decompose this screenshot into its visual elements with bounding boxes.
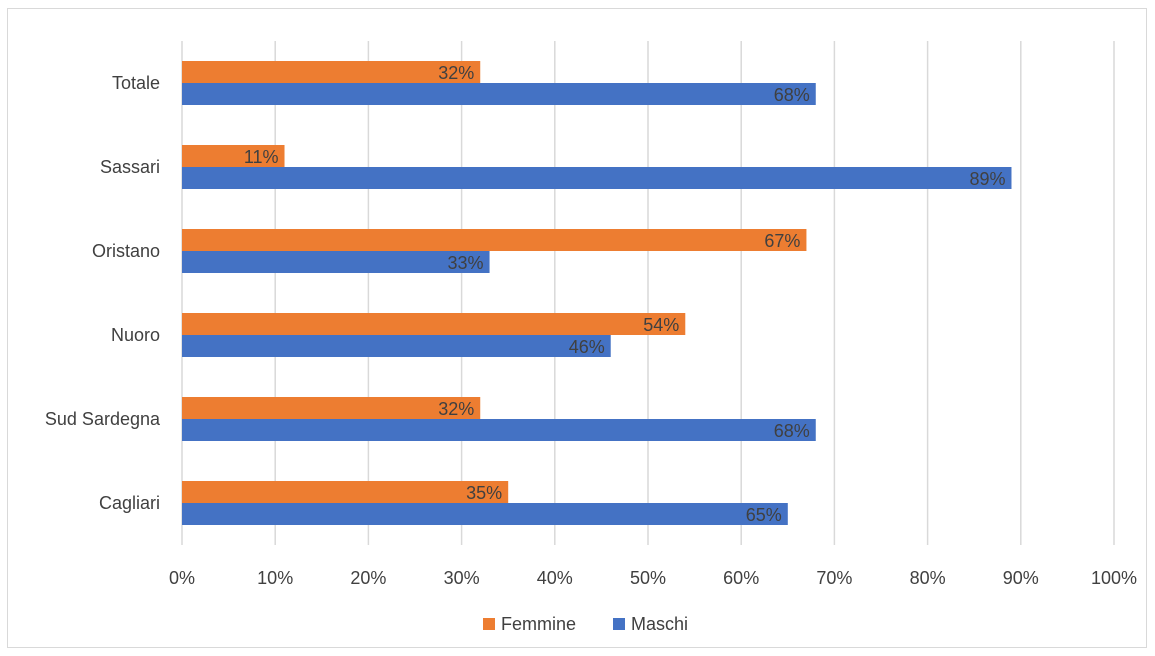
data-label: 68% xyxy=(774,421,810,441)
x-tick-label: 40% xyxy=(537,568,573,588)
category-label: Sassari xyxy=(100,157,160,177)
x-tick-label: 100% xyxy=(1091,568,1137,588)
bar-maschi xyxy=(182,83,816,105)
bar-femmine xyxy=(182,229,807,251)
legend-swatch-maschi xyxy=(613,618,625,630)
x-tick-label: 10% xyxy=(257,568,293,588)
data-label: 11% xyxy=(244,147,279,167)
bar-maschi xyxy=(182,335,611,357)
data-label: 54% xyxy=(643,315,679,335)
bar-femmine xyxy=(182,61,481,83)
data-label: 46% xyxy=(569,337,605,357)
data-label: 68% xyxy=(774,85,810,105)
bar-femmine xyxy=(182,145,285,167)
bar-maschi xyxy=(182,167,1012,189)
category-label: Totale xyxy=(112,73,160,93)
data-label: 65% xyxy=(746,505,782,525)
category-label: Sud Sardegna xyxy=(45,409,161,429)
bar-maschi xyxy=(182,503,788,525)
x-tick-label: 70% xyxy=(816,568,852,588)
x-tick-label: 80% xyxy=(910,568,946,588)
bar-maschi xyxy=(182,251,490,273)
legend-swatch-femmine xyxy=(483,618,495,630)
category-label: Cagliari xyxy=(99,493,160,513)
data-label: 33% xyxy=(448,253,484,273)
x-tick-label: 90% xyxy=(1003,568,1039,588)
legend-label: Femmine xyxy=(501,614,576,634)
category-label: Oristano xyxy=(92,241,160,261)
data-label: 35% xyxy=(466,483,502,503)
legend-label: Maschi xyxy=(631,614,688,634)
data-label: 32% xyxy=(438,399,474,419)
x-tick-label: 30% xyxy=(444,568,480,588)
x-tick-label: 20% xyxy=(350,568,386,588)
x-tick-label: 0% xyxy=(169,568,195,588)
bar-maschi xyxy=(182,419,816,441)
x-tick-label: 60% xyxy=(723,568,759,588)
x-tick-label: 50% xyxy=(630,568,666,588)
data-label: 89% xyxy=(969,169,1005,189)
bar-femmine xyxy=(182,313,686,335)
data-label: 67% xyxy=(764,231,800,251)
category-label: Nuoro xyxy=(111,325,160,345)
data-label: 32% xyxy=(438,63,474,83)
bar-femmine xyxy=(182,397,481,419)
bar-femmine xyxy=(182,481,509,503)
